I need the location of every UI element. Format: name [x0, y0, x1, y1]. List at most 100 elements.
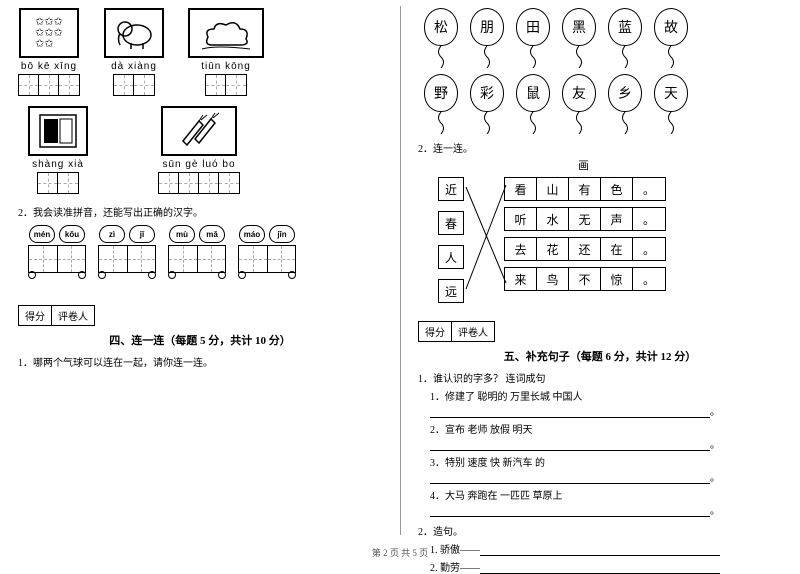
poem-cell: 。	[633, 178, 665, 200]
poem-cell: 声	[601, 208, 633, 230]
pic-block-carrot: sūn gè luó bo	[158, 106, 240, 194]
q5-item: 4．大马 奔跑在 一匹匹 草原上。	[430, 487, 782, 517]
pinyin-cloud: zì	[99, 225, 125, 243]
balloon-string-icon	[480, 46, 494, 68]
pinyin-label: sūn gè luó bo	[162, 159, 235, 170]
answer-line[interactable]	[430, 439, 710, 451]
car-4: máojīn	[238, 225, 296, 279]
balloon-char: 田	[516, 8, 550, 46]
balloon-string-icon	[434, 112, 448, 134]
q5-item: 2．宣布 老师 放假 明天。	[430, 421, 782, 451]
poem-cell: 山	[537, 178, 569, 200]
pic-block-updown: shàng xià	[28, 106, 88, 194]
balloon-string-icon	[618, 112, 632, 134]
poem-side-box[interactable]: 近	[438, 177, 464, 201]
poem-cell: 。	[633, 238, 665, 260]
balloon-string-icon	[572, 46, 586, 68]
pinyin-cloud: mù	[169, 225, 195, 243]
balloon[interactable]: 田	[516, 8, 550, 68]
car-write-box[interactable]	[98, 245, 156, 273]
balloon-char: 野	[424, 74, 458, 112]
balloon-string-icon	[572, 112, 586, 134]
balloon-char: 故	[654, 8, 688, 46]
balloon[interactable]: 乡	[608, 74, 642, 134]
balloon[interactable]: 蓝	[608, 8, 642, 68]
balloon[interactable]: 友	[562, 74, 596, 134]
score-row: 得分 评卷人	[18, 305, 382, 326]
poem-cell: 花	[537, 238, 569, 260]
q5-2-item: 2. 勤劳——	[430, 559, 782, 574]
carrot-icon	[161, 106, 237, 156]
pinyin-label: bō kē xīng	[21, 61, 77, 72]
tianzige-grid[interactable]	[113, 74, 155, 96]
poem-cell: 。	[633, 268, 665, 290]
tianzige-grid[interactable]	[18, 74, 80, 96]
poem-side-box[interactable]: 春	[438, 211, 464, 235]
balloon[interactable]: 野	[424, 74, 458, 134]
balloon-char: 松	[424, 8, 458, 46]
pinyin-cloud: jǐ	[129, 225, 155, 243]
car-write-box[interactable]	[238, 245, 296, 273]
answer-line[interactable]	[430, 472, 710, 484]
poem-side-box[interactable]: 人	[438, 245, 464, 269]
elephant-icon	[104, 8, 164, 58]
car-row: ménkǒu zìjǐ mùmǎ máojīn	[28, 225, 382, 279]
section-5-title: 五、补充句子（每题 6 分，共计 12 分）	[418, 348, 782, 364]
tianzige-grid[interactable]	[158, 172, 240, 194]
connection-lines	[462, 175, 510, 315]
q5-1-head: 1．谁认识的字多？ 连词成句	[418, 370, 782, 385]
poem-cell: 还	[569, 238, 601, 260]
balloon-row-bottom: 野彩鼠友乡天	[424, 74, 782, 134]
balloon-char: 鼠	[516, 74, 550, 112]
poem-row[interactable]: 听水无声。	[504, 207, 666, 231]
balloon[interactable]: 朋	[470, 8, 504, 68]
grader-label: 评卷人	[452, 321, 495, 342]
poem-cell: 在	[601, 238, 633, 260]
car-3: mùmǎ	[168, 225, 226, 279]
q5-word-list: 1．修建了 聪明的 万里长城 中国人。2．宣布 老师 放假 明天。3．特别 速度…	[418, 388, 782, 517]
picture-row-1: ✩✩✩✩✩✩✩✩ bō kē xīng dà xiàng tiūn kōng	[18, 8, 382, 96]
poem-cell: 听	[505, 208, 537, 230]
balloon[interactable]: 天	[654, 74, 688, 134]
balloon[interactable]: 黑	[562, 8, 596, 68]
poem-cell: 色	[601, 178, 633, 200]
poem-row[interactable]: 去花还在。	[504, 237, 666, 261]
balloon[interactable]: 鼠	[516, 74, 550, 134]
balloon[interactable]: 彩	[470, 74, 504, 134]
balloon[interactable]: 松	[424, 8, 458, 68]
poem-cell: 水	[537, 208, 569, 230]
poem-cell: 惊	[601, 268, 633, 290]
poem-row[interactable]: 来鸟不惊。	[504, 267, 666, 291]
balloon[interactable]: 故	[654, 8, 688, 68]
pinyin-label: tiūn kōng	[201, 61, 251, 72]
answer-line[interactable]	[430, 505, 710, 517]
car-1: ménkǒu	[28, 225, 86, 279]
car-write-box[interactable]	[28, 245, 86, 273]
pinyin-cloud: mén	[29, 225, 55, 243]
balloon-row-top: 松朋田黑蓝故	[424, 8, 782, 68]
balloon-string-icon	[434, 46, 448, 68]
poem-cell: 鸟	[537, 268, 569, 290]
q5-item: 1．修建了 聪明的 万里长城 中国人。	[430, 388, 782, 418]
balloon-char: 黑	[562, 8, 596, 46]
balloon-char: 朋	[470, 8, 504, 46]
score-row: 得分 评卷人	[418, 321, 782, 342]
pinyin-label: shàng xià	[32, 159, 84, 170]
answer-line[interactable]	[430, 406, 710, 418]
poem-row[interactable]: 看山有色。	[504, 177, 666, 201]
page-footer: 第 2 页 共 5 页	[0, 546, 800, 559]
q5-2-head: 2．造句。	[418, 523, 782, 538]
answer-line[interactable]	[480, 562, 720, 574]
car-write-box[interactable]	[168, 245, 226, 273]
balloon-char: 友	[562, 74, 596, 112]
poem-rows: 看山有色。听水无声。去花还在。来鸟不惊。	[504, 177, 666, 291]
poem-cell: 来	[505, 268, 537, 290]
tianzige-grid[interactable]	[205, 74, 247, 96]
pic-block-elephant: dà xiàng	[104, 8, 164, 96]
pic-block-sky: tiūn kōng	[188, 8, 264, 96]
pinyin-cloud: mǎ	[199, 225, 225, 243]
poem-matching-area[interactable]: 画 近春人远 看山有色。听水无声。去花还在。来鸟不惊。	[438, 161, 782, 311]
poem-side-box[interactable]: 远	[438, 279, 464, 303]
tianzige-grid[interactable]	[37, 172, 79, 194]
poem-cell: 去	[505, 238, 537, 260]
